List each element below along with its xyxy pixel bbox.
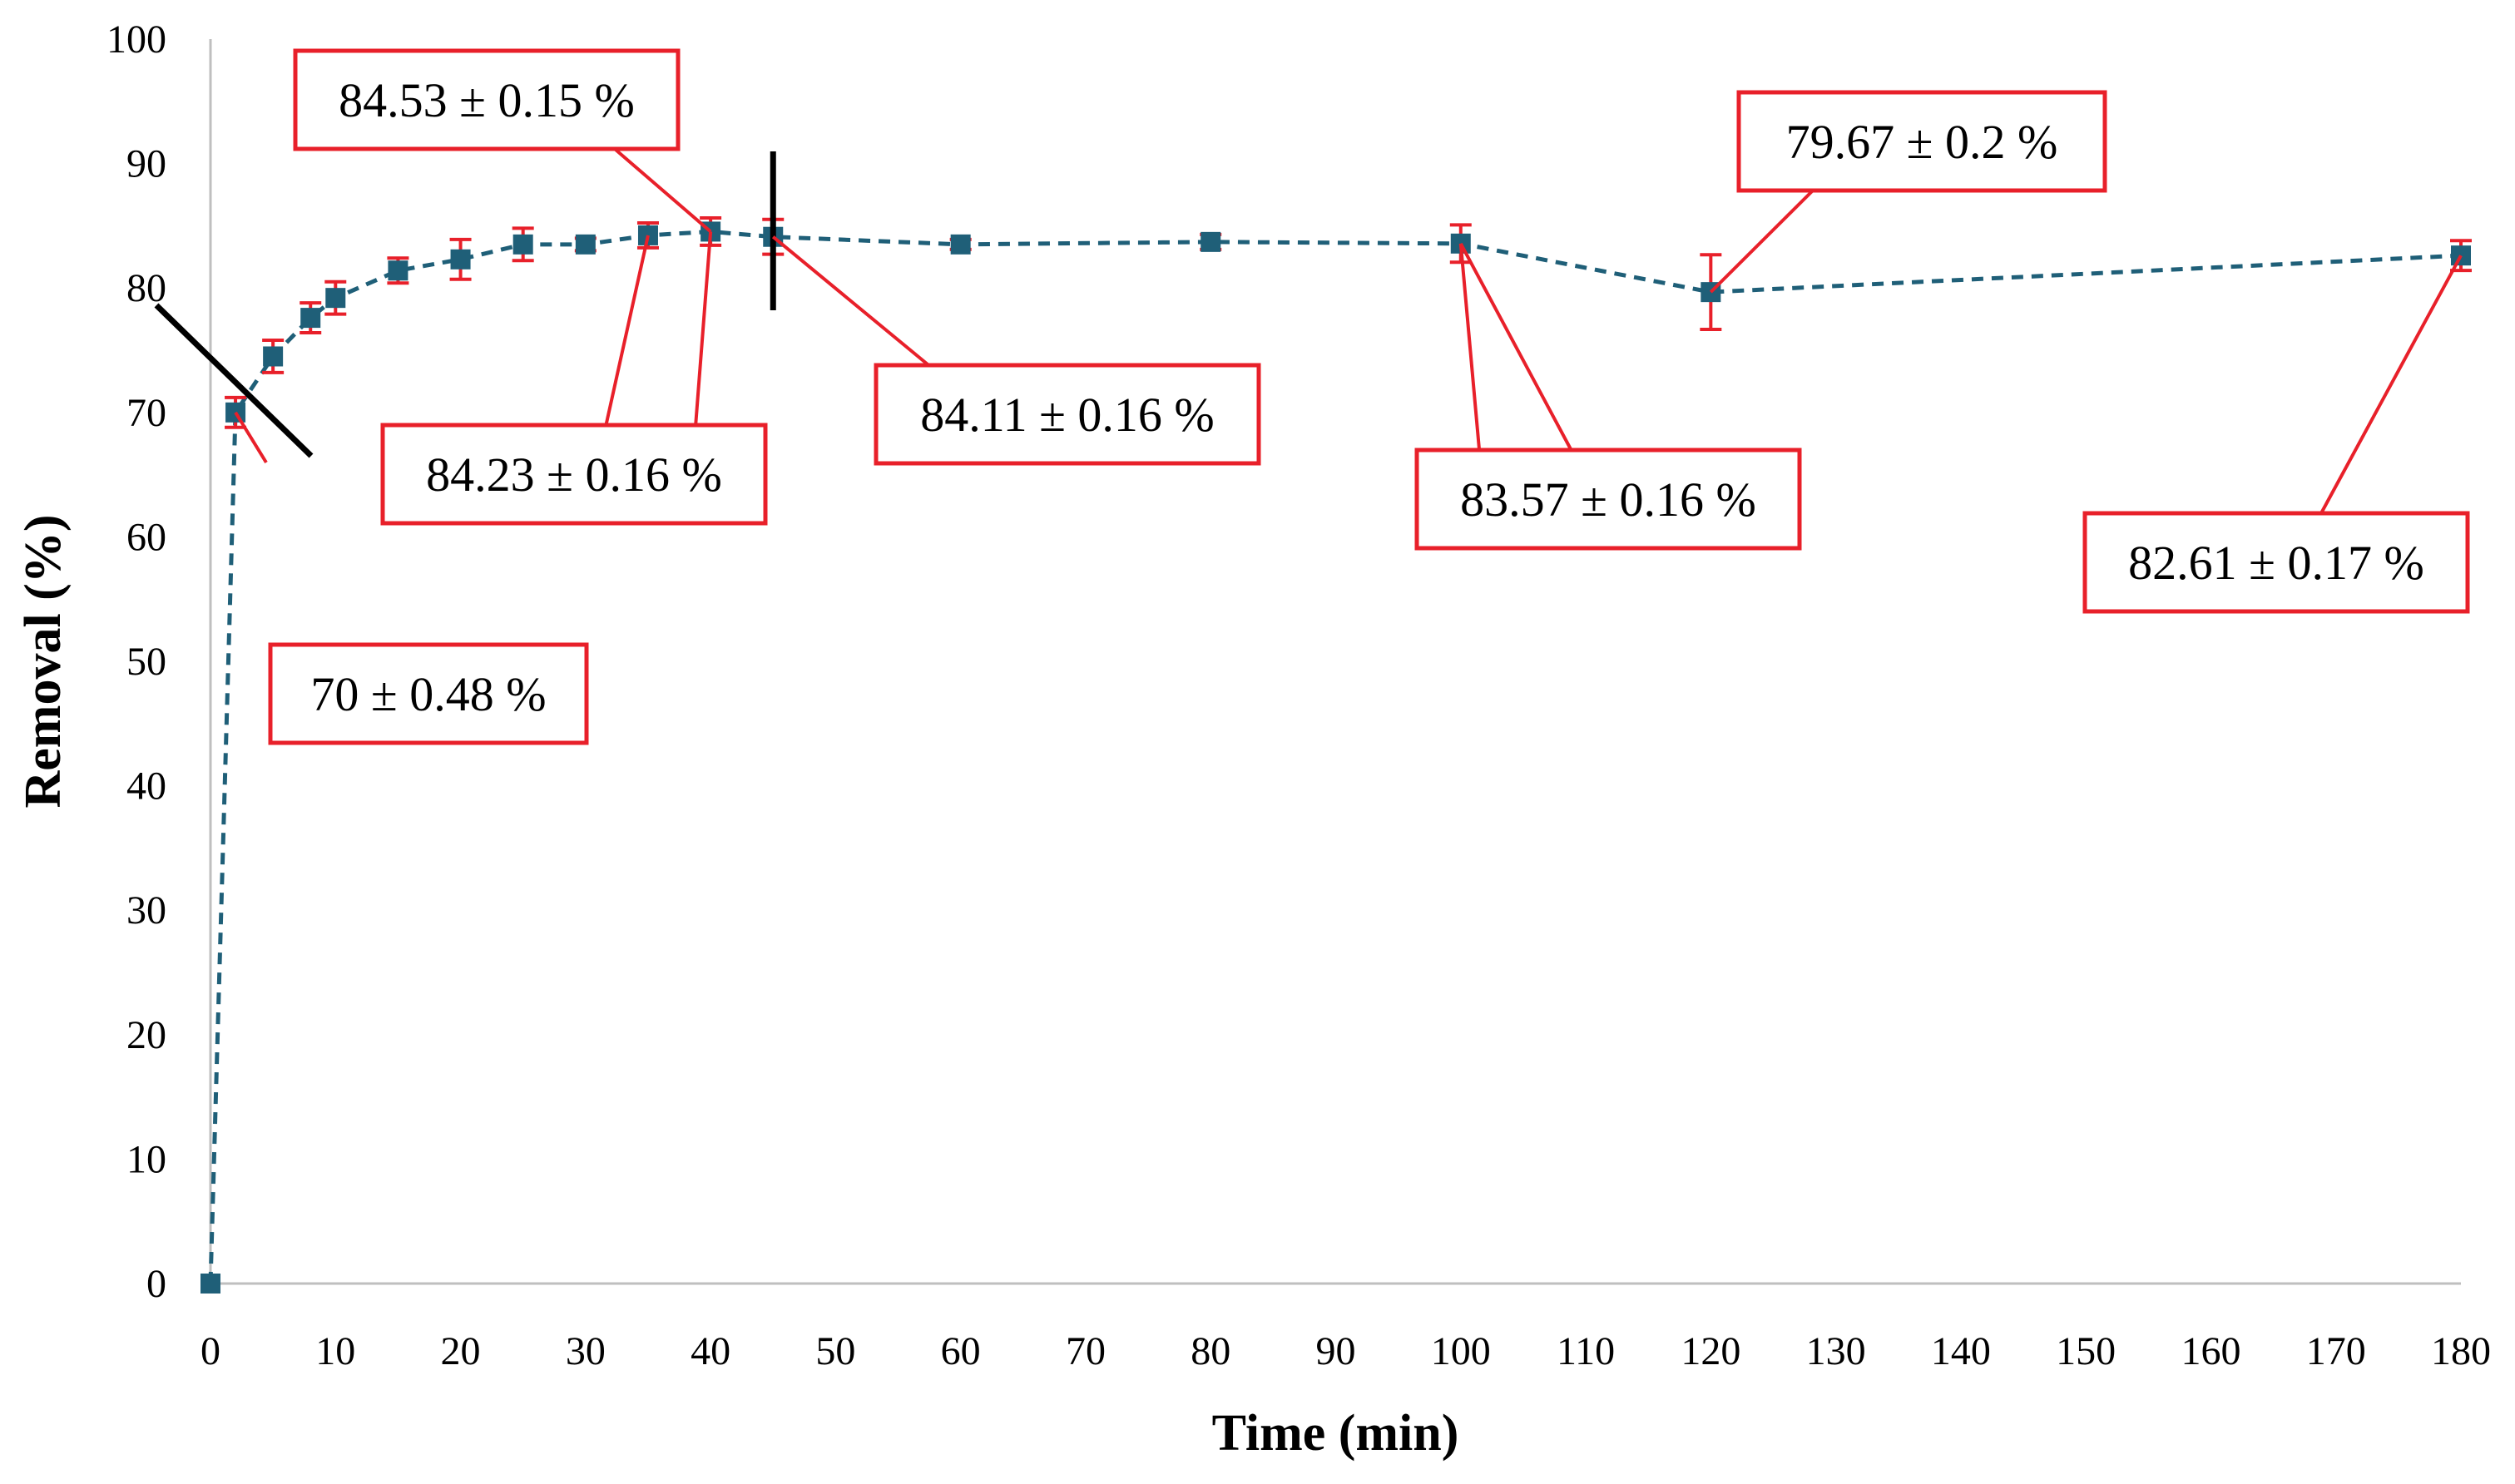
series-layer <box>201 215 2472 1294</box>
annotation-callout: 84.23 ± 0.16 % <box>380 231 768 526</box>
annotation-callout: 84.53 ± 0.15 % <box>293 48 712 233</box>
annotation-box <box>874 363 1261 466</box>
x-tick-label: 120 <box>1681 1329 1740 1373</box>
annotation-label: 84.53 ± 0.15 % <box>339 73 635 127</box>
x-tick-label: 0 <box>201 1329 220 1373</box>
x-tick-label: 10 <box>315 1329 355 1373</box>
annotation-label: 84.11 ± 0.16 % <box>920 388 1215 442</box>
annotation-box <box>2082 511 2470 614</box>
y-tick-labels: 0 10 20 30 40 50 60 70 80 90 100 <box>106 17 166 1306</box>
x-tick-label: 140 <box>1931 1329 1991 1373</box>
data-point <box>512 234 533 255</box>
x-tick-label: 100 <box>1431 1329 1491 1373</box>
annotation-leader <box>1458 243 1481 450</box>
annotation-label: 83.57 ± 0.16 % <box>1460 472 1756 527</box>
y-tick-label: 40 <box>126 764 166 809</box>
y-tick-label: 10 <box>126 1137 166 1181</box>
x-tick-label: 160 <box>2181 1329 2240 1373</box>
phase-markers <box>154 151 776 458</box>
annotation-label: 84.23 ± 0.16 % <box>426 448 722 502</box>
annotation-callout: 82.61 ± 0.17 % <box>2082 255 2470 614</box>
annotation-callout: 79.67 ± 0.2 % <box>1709 90 2107 294</box>
annotation-label: 79.67 ± 0.2 % <box>1786 115 2058 169</box>
data-point <box>950 234 971 255</box>
annotation-leader <box>2319 255 2463 514</box>
annotation-box <box>380 423 768 526</box>
annotation-callout: 70 ± 0.48 % <box>234 411 589 745</box>
annotation-callout: 83.57 ± 0.16 % <box>1414 242 1802 551</box>
x-tick-label: 110 <box>1557 1329 1615 1373</box>
axes <box>209 39 2461 1285</box>
x-tick-label: 180 <box>2431 1329 2491 1373</box>
data-point <box>325 288 346 309</box>
y-tick-label: 90 <box>126 142 166 186</box>
annotation-callout: 84.11 ± 0.16 % <box>771 235 1261 466</box>
annotations-layer: 70 ± 0.48 % 84.23 ± 0.16 % 84.53 ± 0.15 % 8… <box>234 48 2470 745</box>
x-tick-label: 90 <box>1316 1329 1356 1373</box>
x-tick-label: 170 <box>2306 1329 2366 1373</box>
data-point <box>263 346 284 367</box>
annotation-box <box>1414 448 1802 551</box>
y-tick-label: 30 <box>126 888 166 932</box>
annotation-box <box>293 48 681 151</box>
x-tick-label: 130 <box>1806 1329 1866 1373</box>
y-tick-label: 0 <box>146 1262 166 1306</box>
annotation-box <box>268 642 589 745</box>
phase-marker-diagonal <box>154 303 314 458</box>
y-tick-label: 100 <box>106 17 166 62</box>
x-tick-label: 80 <box>1191 1329 1230 1373</box>
annotation-leader <box>614 148 712 233</box>
y-tick-label: 60 <box>126 515 166 559</box>
data-point <box>201 1274 220 1294</box>
x-tick-labels: 0 10 20 30 40 50 60 70 80 90 100 110 120 130 140 150 160… <box>201 1329 2491 1373</box>
data-point <box>1201 231 1221 252</box>
x-tick-label: 150 <box>2056 1329 2116 1373</box>
data-point <box>575 234 596 255</box>
annotation-leader <box>234 411 268 464</box>
y-axis-title: Removal (%) <box>15 515 72 809</box>
annotation-box <box>1736 90 2107 193</box>
x-tick-label: 50 <box>815 1329 855 1373</box>
annotation-label: 70 ± 0.48 % <box>310 667 546 721</box>
y-tick-label: 80 <box>126 266 166 310</box>
x-tick-label: 60 <box>941 1329 981 1373</box>
annotation-leader <box>694 231 713 428</box>
data-point <box>450 249 471 270</box>
annotation-leader <box>1709 188 1815 294</box>
annotation-leader <box>604 235 650 428</box>
data-point <box>300 308 321 329</box>
y-tick-label: 50 <box>126 640 166 684</box>
y-tick-label: 20 <box>126 1013 166 1057</box>
annotation-leader <box>1459 242 1572 450</box>
x-tick-label: 40 <box>691 1329 730 1373</box>
data-point <box>388 260 408 281</box>
x-tick-label: 70 <box>1066 1329 1106 1373</box>
annotation-label: 82.61 ± 0.17 % <box>2128 536 2424 590</box>
x-tick-label: 30 <box>566 1329 606 1373</box>
y-tick-label: 70 <box>126 391 166 435</box>
series-line <box>208 229 2462 1284</box>
x-tick-label: 20 <box>441 1329 481 1373</box>
x-axis-title: Time (min) <box>1212 1405 1459 1462</box>
annotation-leader <box>771 235 929 366</box>
